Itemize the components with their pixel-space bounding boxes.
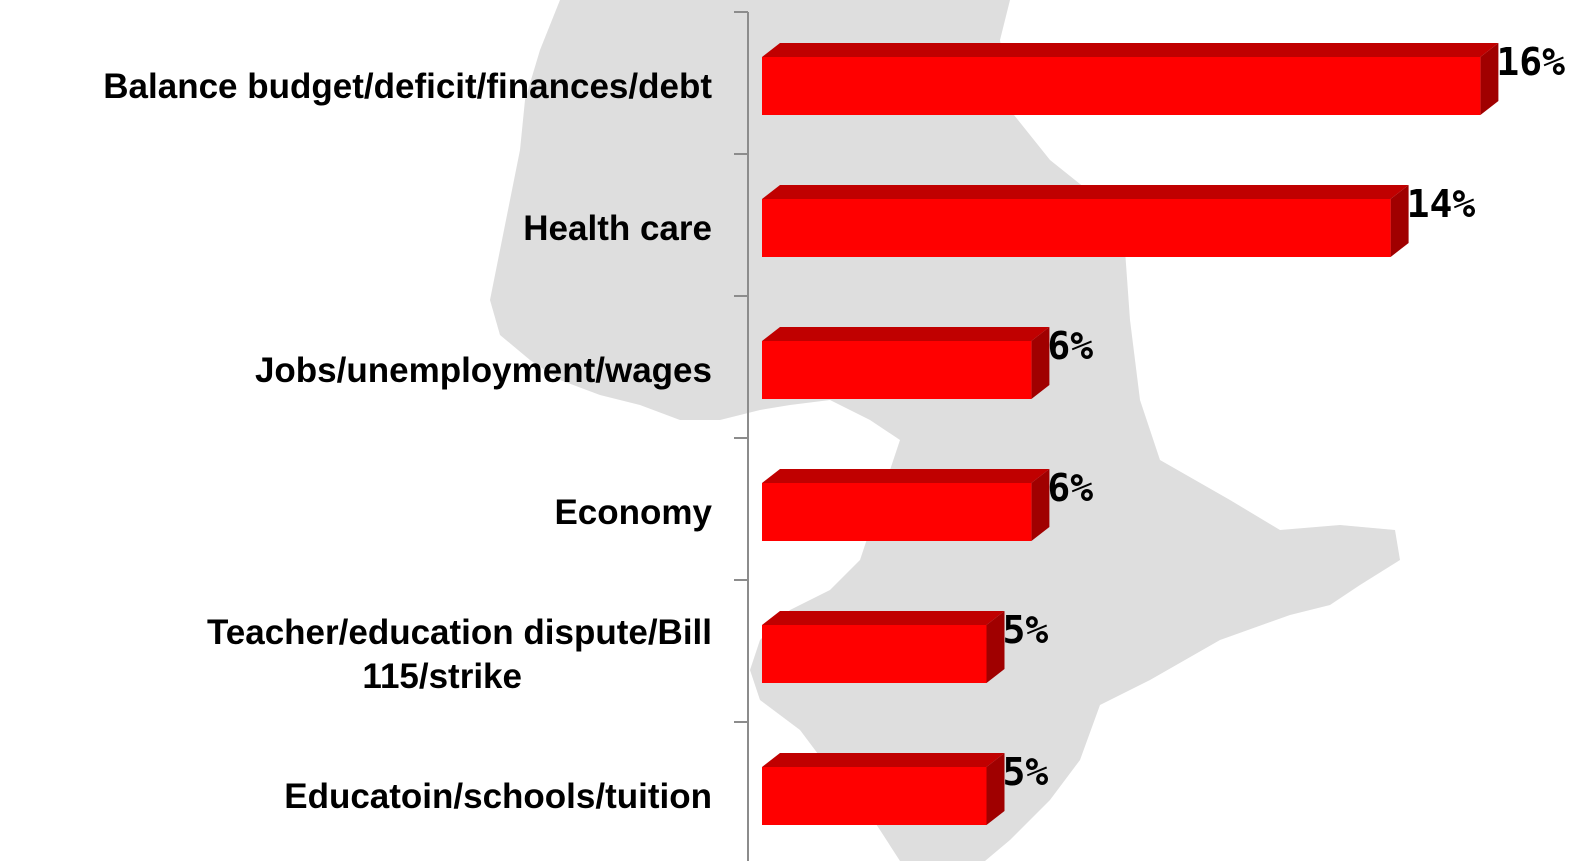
category-label-line: Jobs/unemployment/wages bbox=[255, 351, 712, 390]
bar-side-face bbox=[986, 753, 1005, 825]
value-label: 5% bbox=[1003, 608, 1049, 652]
bar-top-face bbox=[762, 753, 1005, 767]
value-label: 16% bbox=[1496, 40, 1565, 84]
bar bbox=[762, 611, 1005, 683]
value-label: 6% bbox=[1047, 466, 1093, 510]
bar-front-face bbox=[762, 483, 1032, 541]
bar-side-face bbox=[1031, 469, 1050, 541]
bar bbox=[762, 43, 1499, 115]
value-label: 14% bbox=[1407, 182, 1476, 226]
bar-front-face bbox=[762, 57, 1481, 115]
category-label: Educatoin/schools/tuition bbox=[284, 777, 712, 816]
category-label-line: Teacher/education dispute/Bill bbox=[207, 613, 712, 652]
category-label-line: Educatoin/schools/tuition bbox=[284, 777, 712, 816]
bar bbox=[762, 469, 1050, 541]
bar-side-face bbox=[1390, 185, 1409, 257]
bar-top-face bbox=[762, 469, 1050, 483]
category-label: Teacher/education dispute/Bill 115/strike bbox=[207, 613, 712, 696]
bar-top-face bbox=[762, 43, 1499, 57]
category-label-line: Balance budget/deficit/finances/debt bbox=[103, 67, 712, 106]
category-label: Balance budget/deficit/finances/debt bbox=[103, 67, 712, 106]
bar-top-face bbox=[762, 327, 1050, 341]
bar-top-face bbox=[762, 185, 1409, 199]
bar-front-face bbox=[762, 199, 1391, 257]
bar-front-face bbox=[762, 625, 987, 683]
bar bbox=[762, 327, 1050, 399]
category-label: Jobs/unemployment/wages bbox=[255, 351, 712, 390]
category-label-line: Economy bbox=[554, 493, 712, 532]
bar-front-face bbox=[762, 767, 987, 825]
category-label: Health care bbox=[523, 209, 712, 248]
bar-side-face bbox=[1031, 327, 1050, 399]
bar-side-face bbox=[1480, 43, 1499, 115]
background-map-shape bbox=[490, 0, 1400, 861]
category-label: Economy bbox=[554, 493, 712, 532]
value-label: 5% bbox=[1003, 750, 1049, 794]
bar-top-face bbox=[762, 611, 1005, 625]
bar-front-face bbox=[762, 341, 1032, 399]
category-label-line: 115/strike bbox=[362, 657, 522, 696]
value-label: 6% bbox=[1047, 324, 1093, 368]
bar-side-face bbox=[986, 611, 1005, 683]
bar bbox=[762, 185, 1409, 257]
bar bbox=[762, 753, 1005, 825]
category-label-line: Health care bbox=[523, 209, 712, 248]
